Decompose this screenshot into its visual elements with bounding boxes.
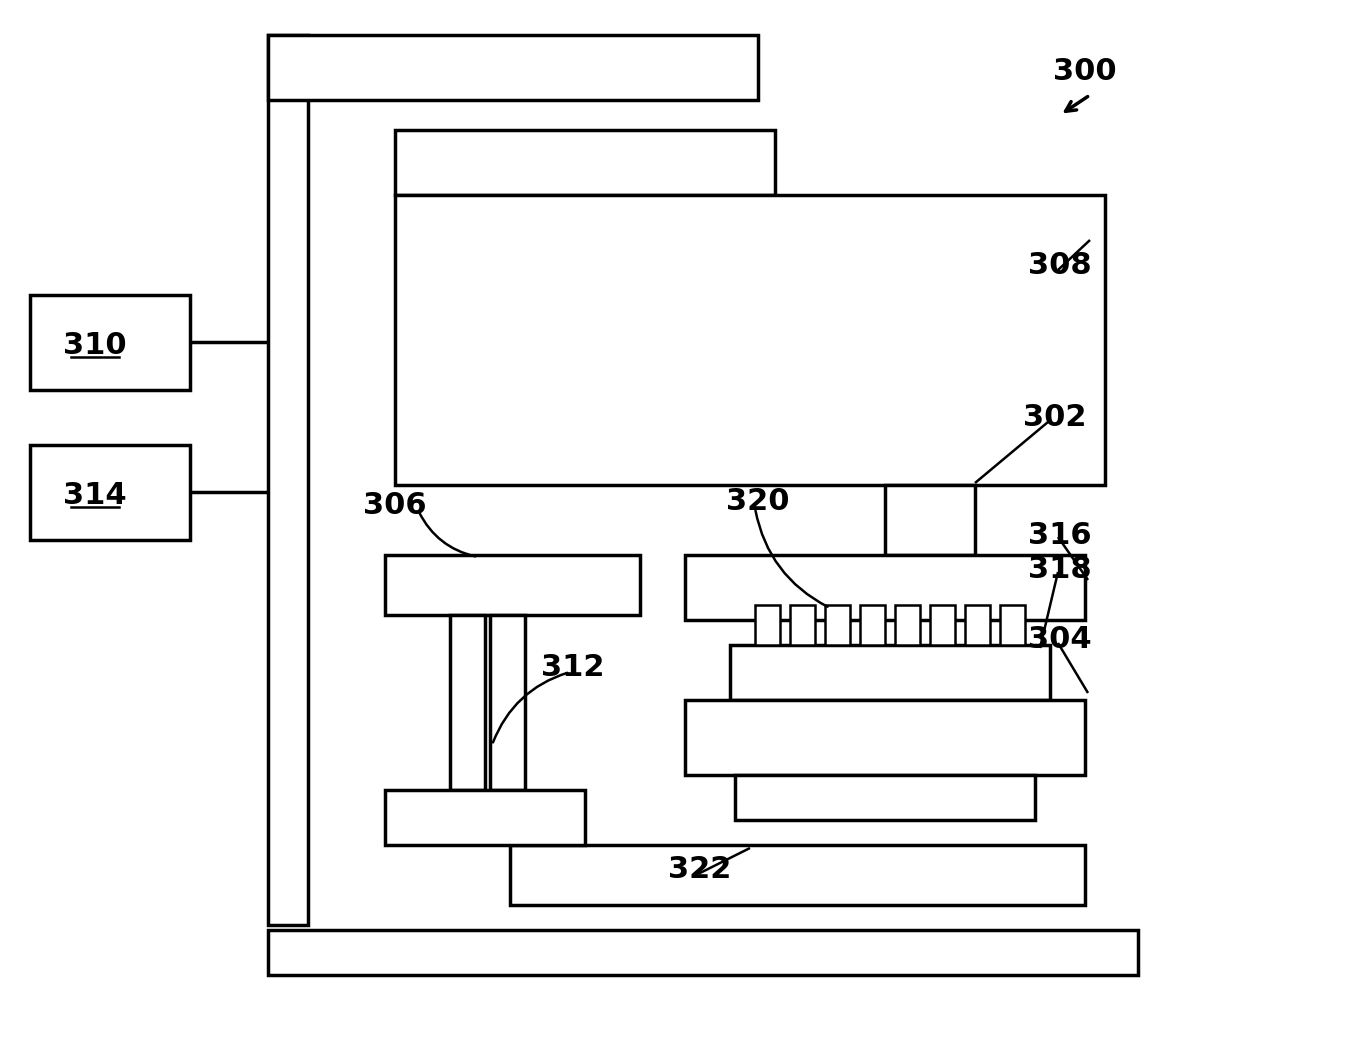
Bar — [685, 701, 1084, 775]
Bar — [964, 605, 990, 645]
Text: 314: 314 — [63, 480, 127, 510]
Bar — [730, 645, 1050, 701]
Bar — [1000, 605, 1024, 645]
Bar — [859, 605, 885, 645]
Bar — [510, 845, 1084, 905]
Text: 308: 308 — [1028, 250, 1091, 280]
Text: 318: 318 — [1028, 556, 1091, 584]
Text: 322: 322 — [668, 856, 731, 884]
Bar — [895, 605, 919, 645]
Text: 312: 312 — [542, 653, 604, 683]
Text: 316: 316 — [1028, 520, 1091, 550]
Bar — [685, 555, 1084, 620]
Bar — [735, 775, 1035, 820]
Bar — [385, 555, 640, 615]
Bar — [450, 615, 486, 790]
Bar — [30, 295, 190, 390]
Bar — [930, 605, 955, 645]
Bar — [885, 485, 975, 555]
Bar — [30, 445, 190, 540]
Text: 302: 302 — [1023, 403, 1087, 433]
Bar — [385, 790, 585, 845]
Text: 306: 306 — [363, 491, 427, 519]
Text: 304: 304 — [1028, 626, 1091, 654]
Bar — [756, 605, 780, 645]
Bar — [267, 35, 308, 925]
Text: 320: 320 — [726, 487, 790, 517]
Bar — [267, 35, 758, 100]
Bar — [825, 605, 850, 645]
Text: 310: 310 — [63, 330, 127, 360]
Bar — [396, 195, 1105, 485]
Bar — [790, 605, 816, 645]
Text: 300: 300 — [1053, 58, 1117, 87]
Bar — [490, 615, 525, 790]
Bar — [396, 130, 775, 195]
Bar — [267, 931, 1138, 975]
